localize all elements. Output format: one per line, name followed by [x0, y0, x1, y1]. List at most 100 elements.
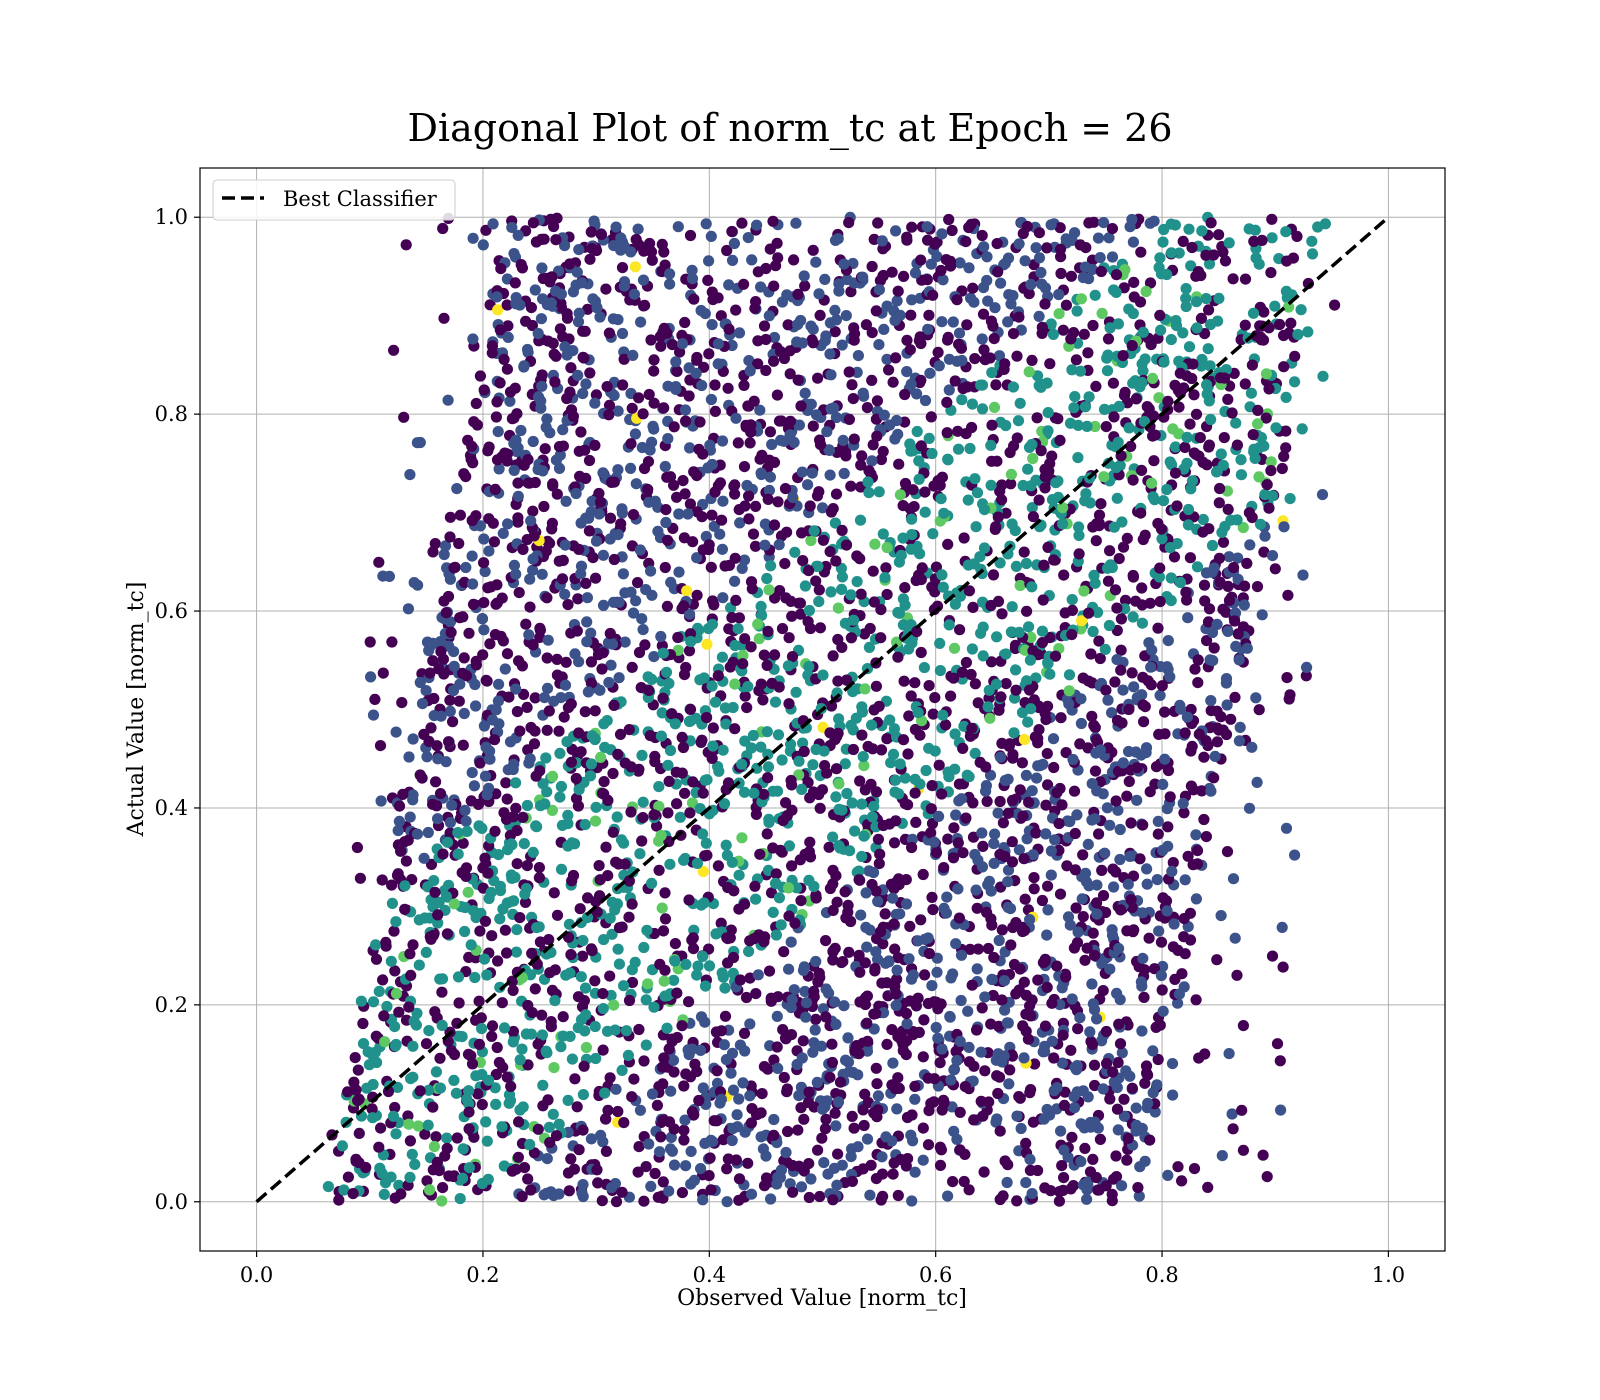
- scatter-point: [881, 977, 893, 989]
- scatter-point: [792, 374, 804, 386]
- scatter-point: [587, 293, 599, 305]
- scatter-point: [705, 561, 717, 573]
- scatter-point: [892, 952, 904, 964]
- scatter-point: [758, 1061, 771, 1073]
- scatter-point: [1241, 557, 1253, 570]
- scatter-point: [633, 392, 645, 404]
- scatter-point: [996, 737, 1008, 750]
- scatter-point: [894, 309, 906, 321]
- scatter-point: [897, 532, 909, 544]
- scatter-point: [1169, 441, 1182, 453]
- scatter-point: [1002, 1159, 1014, 1171]
- scatter-point: [832, 675, 844, 687]
- scatter-point: [1111, 987, 1123, 1000]
- scatter-point: [1179, 948, 1191, 960]
- scatter-point: [746, 1103, 758, 1115]
- scatter-point: [489, 1082, 501, 1094]
- scatter-point: [487, 218, 499, 230]
- scatter-point: [807, 759, 819, 771]
- scatter-point: [1013, 844, 1025, 856]
- scatter-point: [502, 518, 514, 530]
- scatter-point: [684, 442, 696, 454]
- scatter-point: [961, 319, 973, 331]
- scatter-point: [582, 892, 594, 904]
- scatter-point: [1013, 311, 1025, 323]
- scatter-point: [701, 638, 713, 650]
- scatter-point: [999, 1004, 1011, 1016]
- scatter-point: [752, 358, 764, 370]
- scatter-point: [1098, 217, 1110, 229]
- scatter-point: [877, 938, 889, 950]
- scatter-point: [442, 836, 454, 848]
- scatter-point: [1218, 432, 1230, 444]
- scatter-point: [501, 648, 514, 660]
- scatter-point: [790, 217, 802, 229]
- scatter-point: [388, 344, 400, 356]
- scatter-point: [1025, 631, 1037, 644]
- scatter-point: [802, 616, 814, 628]
- scatter-point: [473, 820, 485, 832]
- scatter-point: [347, 1188, 359, 1200]
- scatter-point: [773, 539, 785, 551]
- scatter-point: [527, 217, 540, 229]
- scatter-point: [842, 1032, 854, 1044]
- scatter-point: [636, 835, 648, 847]
- scatter-point: [413, 914, 425, 926]
- scatter-point: [983, 684, 995, 696]
- scatter-point: [1063, 685, 1075, 697]
- scatter-point: [739, 500, 751, 512]
- scatter-point: [856, 798, 868, 810]
- scatter-point: [810, 743, 822, 756]
- scatter-point: [546, 984, 559, 997]
- scatter-point: [466, 767, 478, 779]
- scatter-point: [703, 348, 715, 360]
- scatter-point: [573, 727, 585, 739]
- scatter-point: [1248, 235, 1260, 247]
- scatter-point: [1084, 1026, 1096, 1038]
- scatter-point: [1065, 333, 1077, 345]
- scatter-point: [1135, 246, 1147, 258]
- scatter-point: [539, 443, 551, 455]
- scatter-point: [390, 1128, 402, 1140]
- scatter-point: [729, 552, 741, 564]
- scatter-point: [367, 996, 380, 1008]
- scatter-point: [483, 513, 495, 525]
- scatter-point: [955, 949, 968, 961]
- scatter-point: [480, 741, 492, 753]
- scatter-point: [478, 597, 490, 609]
- scatter-point: [1017, 479, 1029, 492]
- scatter-point: [483, 441, 495, 453]
- scatter-point: [720, 718, 732, 730]
- scatter-point: [1229, 691, 1241, 704]
- scatter-point: [832, 1096, 845, 1108]
- scatter-point: [892, 285, 904, 297]
- scatter-point: [1284, 689, 1296, 701]
- scatter-point: [554, 791, 566, 803]
- scatter-point: [619, 757, 631, 769]
- scatter-point: [900, 1007, 913, 1020]
- scatter-point: [1124, 850, 1136, 863]
- scatter-point: [460, 870, 472, 883]
- scatter-point: [827, 904, 839, 917]
- scatter-point: [649, 1167, 661, 1180]
- scatter-point: [1204, 360, 1216, 372]
- scatter-point: [523, 629, 535, 641]
- scatter-point: [1149, 494, 1161, 506]
- scatter-point: [1023, 366, 1035, 378]
- scatter-point: [1029, 1058, 1041, 1070]
- scatter-point: [563, 1185, 575, 1197]
- scatter-point: [691, 552, 703, 564]
- scatter-point: [786, 610, 798, 622]
- scatter-point: [917, 1051, 929, 1063]
- scatter-point: [661, 327, 673, 339]
- scatter-point: [768, 519, 781, 531]
- scatter-point: [540, 421, 552, 433]
- scatter-point: [962, 1005, 974, 1017]
- scatter-point: [1066, 364, 1078, 376]
- scatter-point: [832, 602, 845, 614]
- scatter-point: [836, 583, 848, 596]
- scatter-point: [476, 613, 488, 625]
- scatter-point: [1005, 468, 1018, 480]
- scatter-point: [867, 565, 879, 577]
- scatter-point: [991, 455, 1003, 467]
